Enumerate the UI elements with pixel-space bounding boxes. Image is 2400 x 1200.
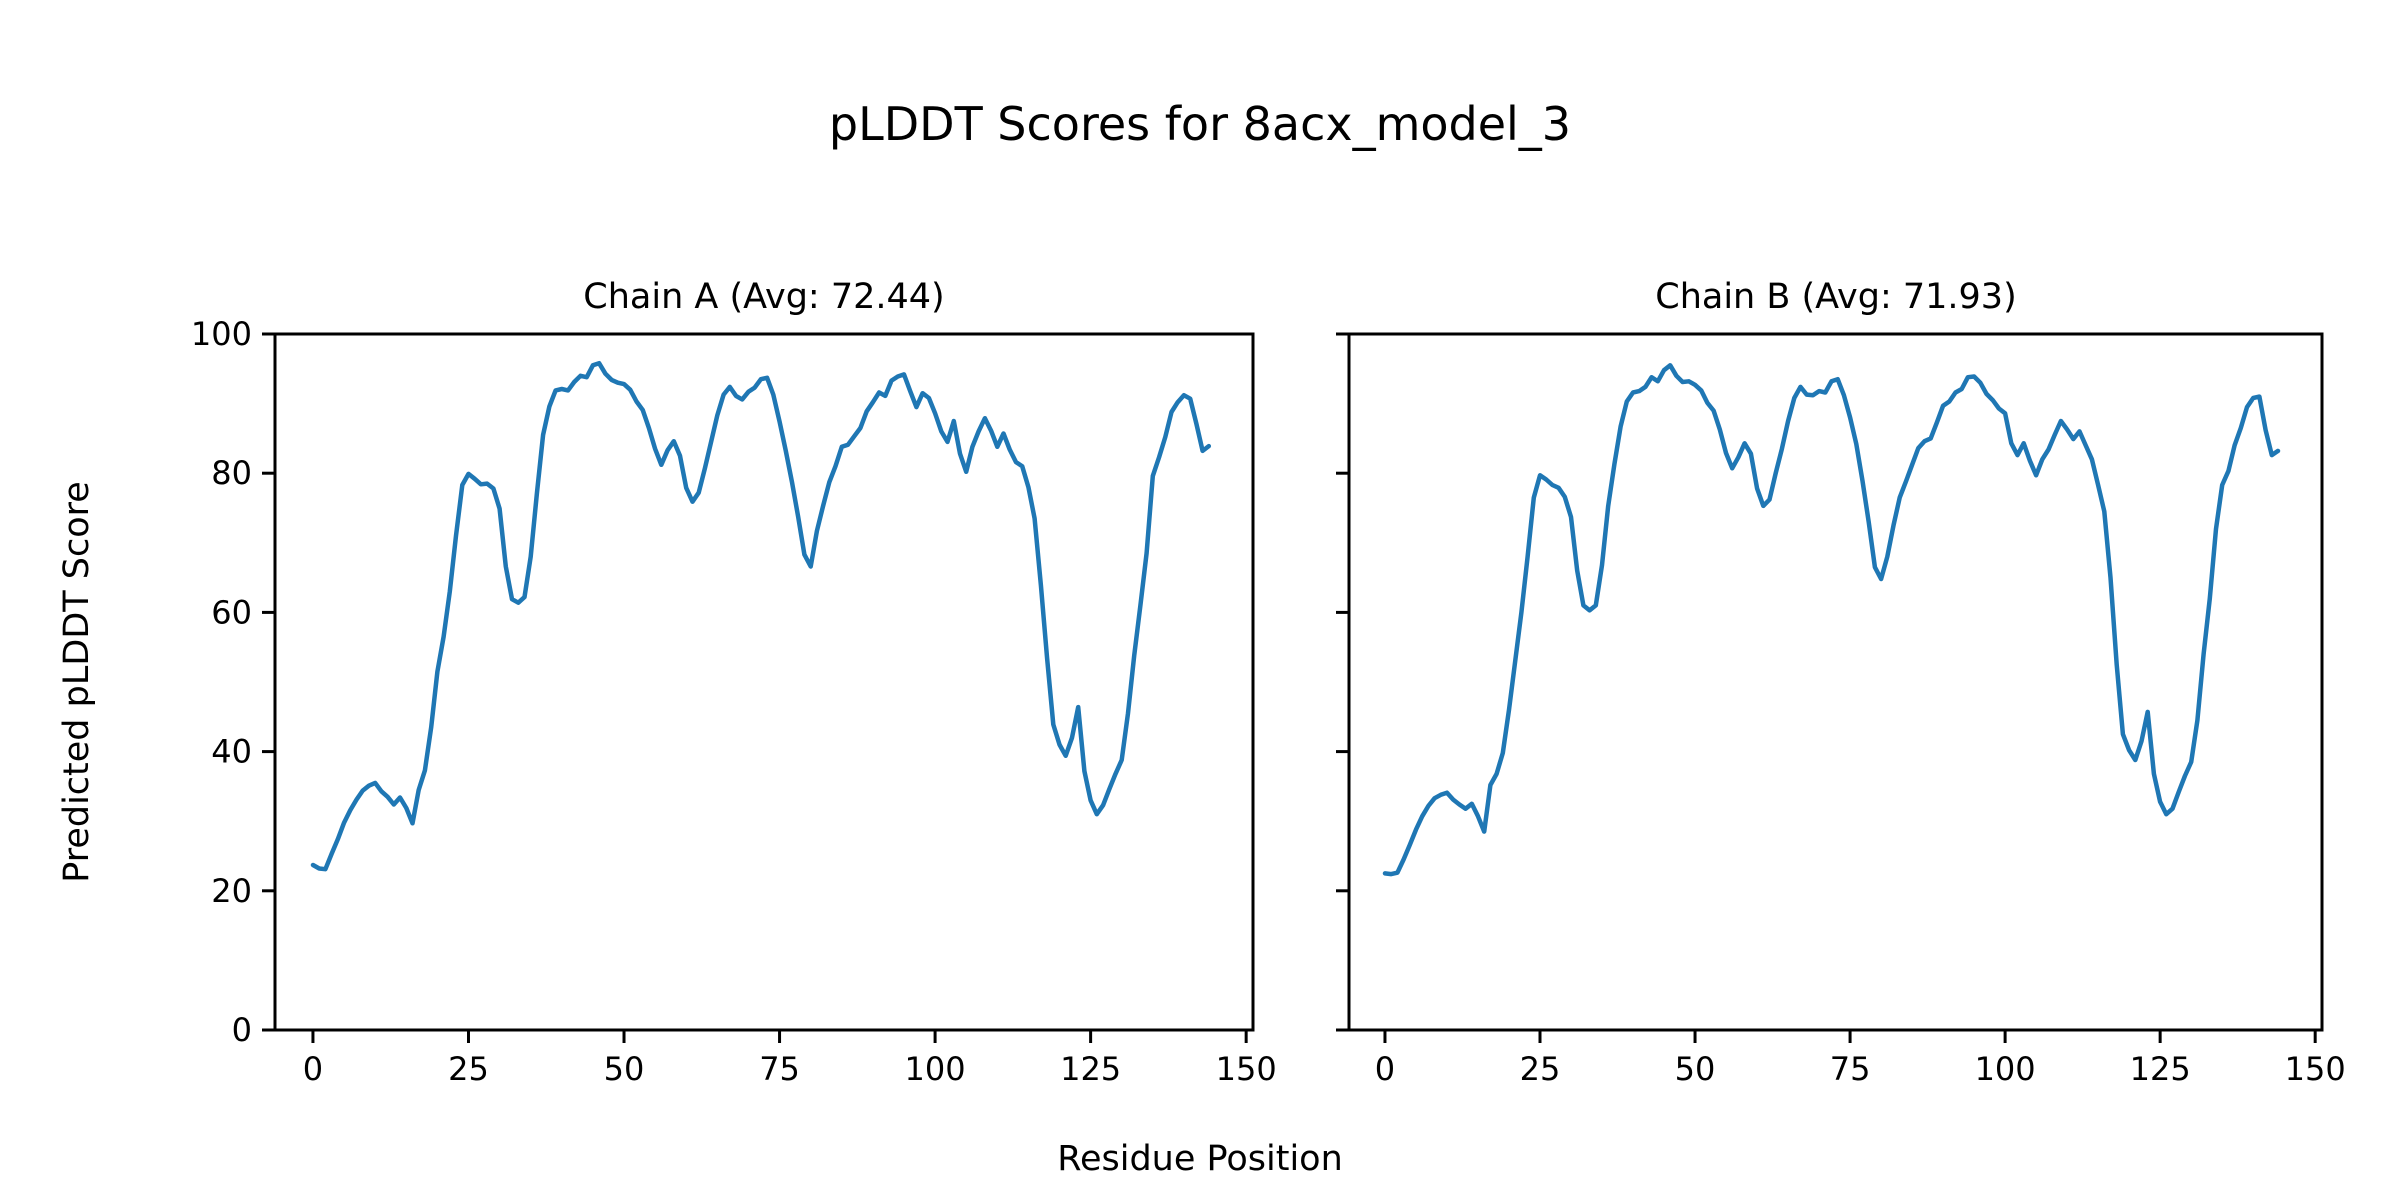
y-axis-ticks [1336,332,1349,1032]
axes-spines [273,332,1255,1032]
y-tick-label: 60 [211,593,252,631]
x-tick-label: 100 [905,1050,966,1088]
figure-title: pLDDT Scores for 8acx_model_3 [829,97,1571,151]
x-tick-label: 125 [2130,1050,2191,1088]
x-tick-label: 75 [759,1050,800,1088]
y-axis-label: Predicted pLDDT Score [57,481,97,883]
x-tick-label: 125 [1060,1050,1121,1088]
x-axis-ticks: 0 25 50 75 100 125 150 [303,1030,1277,1088]
x-tick-label: 25 [1520,1050,1561,1088]
x-tick-label: 50 [604,1050,645,1088]
x-axis-ticks: 0 25 50 75 100 125 150 [1375,1030,2346,1088]
x-tick-label: 100 [1975,1050,2036,1088]
x-tick-label: 75 [1830,1050,1871,1088]
chain-b-title: Chain B (Avg: 71.93) [1655,277,2016,317]
x-tick-label: 150 [1216,1050,1277,1088]
chain-a-plot: 0 25 50 75 100 125 150 0 20 40 60 80 100 [191,315,1277,1088]
y-tick-label: 40 [211,733,252,771]
x-tick-label: 150 [2285,1050,2346,1088]
y-tick-label: 0 [232,1011,252,1049]
x-tick-label: 50 [1675,1050,1716,1088]
x-tick-label: 0 [1375,1050,1395,1088]
x-axis-label: Residue Position [1057,1139,1343,1179]
y-axis-ticks: 0 20 40 60 80 100 [191,315,275,1049]
y-tick-label: 20 [211,872,252,910]
chain-a-title: Chain A (Avg: 72.44) [583,277,944,317]
axes-spines [1347,332,2324,1032]
x-tick-label: 25 [448,1050,489,1088]
y-tick-label: 80 [211,454,252,492]
y-tick-label: 100 [191,315,252,353]
plddt-line-chain-a [310,360,1212,872]
plddt-line-chain-b [1382,363,2281,877]
chain-b-plot: 0 25 50 75 100 125 150 [1336,332,2346,1088]
x-tick-label: 0 [303,1050,323,1088]
